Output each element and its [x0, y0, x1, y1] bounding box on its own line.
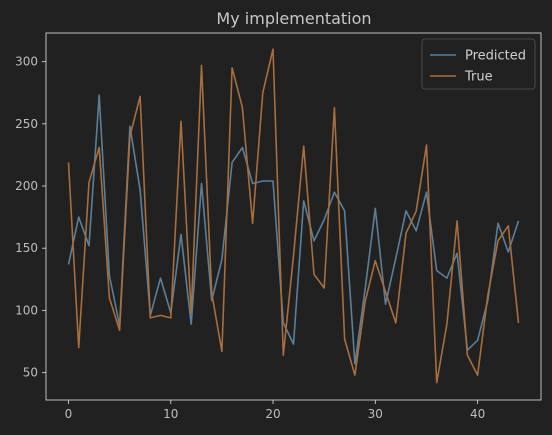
series-line-predicted [67, 94, 520, 365]
legend-label: Predicted [465, 49, 526, 64]
x-tick-label: 0 [65, 407, 73, 421]
axes-frame [45, 32, 542, 401]
chart-title: My implementation [216, 9, 371, 28]
y-tick-label: 250 [15, 117, 38, 131]
x-tick-label: 40 [470, 407, 485, 421]
y-tick-label: 200 [15, 179, 38, 193]
x-tick-label: 10 [163, 407, 178, 421]
series-line-true [67, 48, 520, 384]
plot-area: 0 10 20 30 40 50 100 150 200 250 300 Predicted True [15, 32, 542, 421]
y-tick-label: 100 [15, 303, 38, 317]
legend-label: True [464, 70, 493, 85]
x-tick-label: 20 [265, 407, 280, 421]
y-tick-label: 300 [15, 55, 38, 69]
y-tick-label: 50 [23, 366, 38, 380]
x-tick-label: 30 [368, 407, 383, 421]
y-tick-label: 150 [15, 241, 38, 255]
